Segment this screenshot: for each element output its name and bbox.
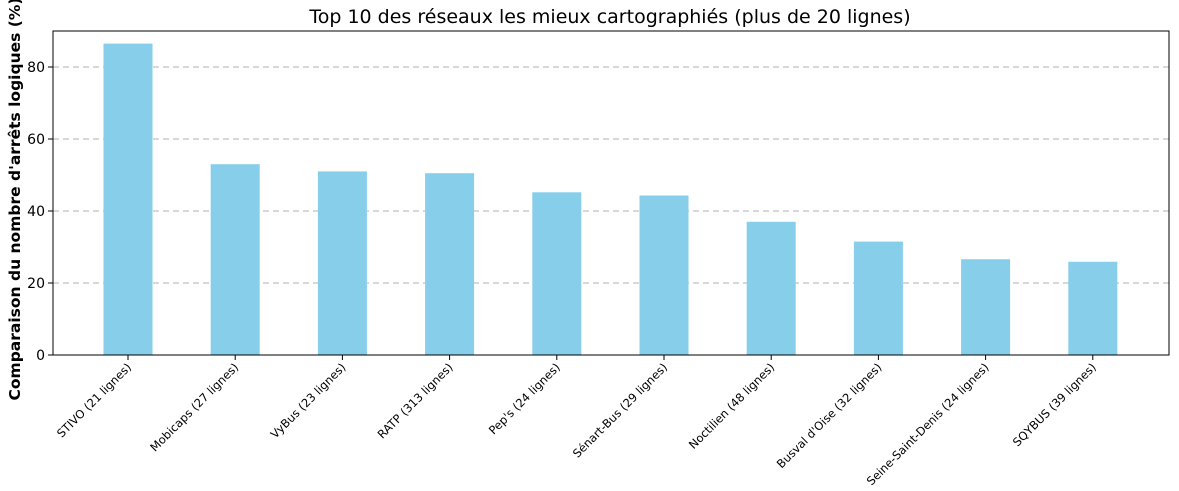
bar bbox=[425, 173, 474, 355]
y-axis-title: Comparaison du nombre d'arrêts logiques … bbox=[6, 0, 24, 400]
y-tick-label: 40 bbox=[27, 204, 45, 220]
bar bbox=[211, 164, 260, 355]
bar bbox=[104, 44, 153, 355]
y-axis-ticks: 0 20 40 60 80 bbox=[27, 60, 53, 364]
bar bbox=[318, 171, 367, 355]
y-tick-label: 60 bbox=[27, 132, 45, 148]
x-tick-label: Sénart-Bus (29 lignes) bbox=[570, 360, 670, 460]
bars bbox=[104, 44, 1118, 355]
bar bbox=[747, 222, 796, 355]
x-tick-label: SQYBUS (39 lignes) bbox=[1010, 360, 1099, 449]
bar bbox=[854, 242, 903, 355]
x-tick-label: STIVO (21 lignes) bbox=[54, 360, 134, 440]
x-tick-label: Noctilien (48 lignes) bbox=[686, 360, 777, 451]
y-tick-label: 80 bbox=[27, 60, 45, 76]
y-tick-label: 20 bbox=[27, 276, 45, 292]
x-tick-label: RATP (313 lignes) bbox=[375, 360, 456, 441]
x-tick-label: Pep's (24 lignes) bbox=[486, 360, 563, 437]
bar bbox=[532, 192, 581, 355]
bar bbox=[961, 259, 1010, 355]
x-tick-label: Seine-Saint-Denis (24 lignes) bbox=[864, 360, 992, 487]
bar bbox=[1068, 262, 1117, 355]
x-tick-label: VyBus (23 lignes) bbox=[268, 360, 349, 441]
bar bbox=[640, 196, 689, 355]
x-tick-label: Busval d'Oise (32 lignes) bbox=[774, 360, 885, 471]
chart-title: Top 10 des réseaux les mieux cartographi… bbox=[308, 6, 910, 28]
x-axis-ticks: STIVO (21 lignes) Mobicaps (27 lignes) VyB… bbox=[54, 355, 1099, 487]
x-tick-label: Mobicaps (27 lignes) bbox=[147, 360, 241, 454]
y-tick-label: 0 bbox=[36, 348, 45, 364]
